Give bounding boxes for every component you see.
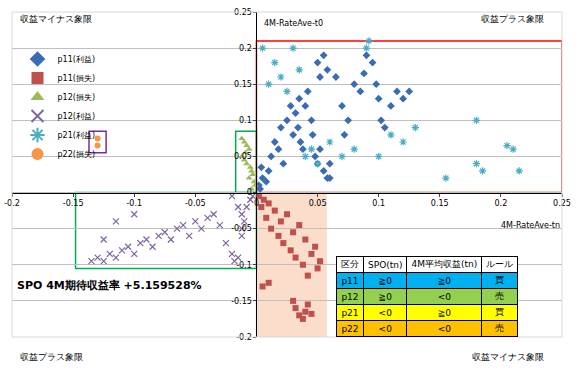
html-text:p21: p21 <box>341 307 359 318</box>
svg-text:p22(損失): p22(損失) <box>58 150 96 159</box>
svg-text:0.05: 0.05 <box>309 199 327 208</box>
svg-text:0.25: 0.25 <box>234 8 252 17</box>
svg-text:0.2: 0.2 <box>239 44 252 53</box>
html-text:≧0: ≧0 <box>437 275 451 286</box>
svg-text:p12(利益): p12(利益) <box>58 112 96 121</box>
svg-text:0.2: 0.2 <box>495 199 508 208</box>
svg-text:-0.05: -0.05 <box>185 199 206 208</box>
svg-text:0.25: 0.25 <box>553 199 571 208</box>
svg-text:p11(利益): p11(利益) <box>58 55 96 64</box>
html-text:<0: <0 <box>378 307 392 318</box>
html-text:ルール: ルール <box>486 259 514 269</box>
html-text:≧0: ≧0 <box>378 275 392 286</box>
svg-text:-0.2: -0.2 <box>4 199 20 208</box>
svg-text:4M-RateAve-tn: 4M-RateAve-tn <box>501 221 560 230</box>
html-text:≧0: ≧0 <box>437 307 451 318</box>
svg-text:p21(利益): p21(利益) <box>58 131 96 140</box>
html-text:≧0: ≧0 <box>378 291 392 302</box>
svg-text:収益マイナス象限: 収益マイナス象限 <box>472 352 544 362</box>
svg-text:0.1: 0.1 <box>372 199 385 208</box>
html-text:買: 買 <box>495 275 505 285</box>
svg-text:SPO 4M期待収益率 +5.159528%: SPO 4M期待収益率 +5.159528% <box>17 279 202 292</box>
html-text:4M平均収益(tn): 4M平均収益(tn) <box>411 259 478 269</box>
svg-text:-0.2: -0.2 <box>236 333 252 342</box>
html-text:p12: p12 <box>341 291 359 302</box>
svg-text:p12(損失): p12(損失) <box>58 93 96 102</box>
svg-text:収益マイナス象限: 収益マイナス象限 <box>20 14 92 24</box>
html-text:p22: p22 <box>341 323 359 334</box>
html-text:<0: <0 <box>437 323 451 334</box>
svg-text:0.1: 0.1 <box>239 116 252 125</box>
svg-text:0: 0 <box>247 188 252 197</box>
svg-text:収益プラス象限: 収益プラス象限 <box>20 352 83 362</box>
svg-text:-0.15: -0.15 <box>63 199 84 208</box>
svg-text:0.15: 0.15 <box>431 199 449 208</box>
svg-text:p11(損失): p11(損失) <box>58 74 96 83</box>
html-text:買: 買 <box>495 307 505 317</box>
html-text:売: 売 <box>495 323 505 333</box>
svg-text:-0.05: -0.05 <box>231 224 252 233</box>
svg-text:-0.15: -0.15 <box>231 297 252 306</box>
html-text:<0: <0 <box>437 291 451 302</box>
svg-text:0.15: 0.15 <box>234 80 252 89</box>
html-text:<0: <0 <box>378 323 392 334</box>
svg-text:-0.1: -0.1 <box>126 199 142 208</box>
html-text:p11: p11 <box>341 275 359 286</box>
html-text:売: 売 <box>495 291 505 301</box>
html-text:SPO(tn): SPO(tn) <box>368 259 403 270</box>
svg-text:0: 0 <box>254 199 259 208</box>
svg-text:0.05: 0.05 <box>234 152 252 161</box>
svg-text:4M-RateAve-t0: 4M-RateAve-t0 <box>264 19 323 28</box>
svg-text:収益プラス象限: 収益プラス象限 <box>481 14 544 24</box>
svg-text:-0.1: -0.1 <box>236 261 252 270</box>
html-text:区分: 区分 <box>341 259 359 269</box>
